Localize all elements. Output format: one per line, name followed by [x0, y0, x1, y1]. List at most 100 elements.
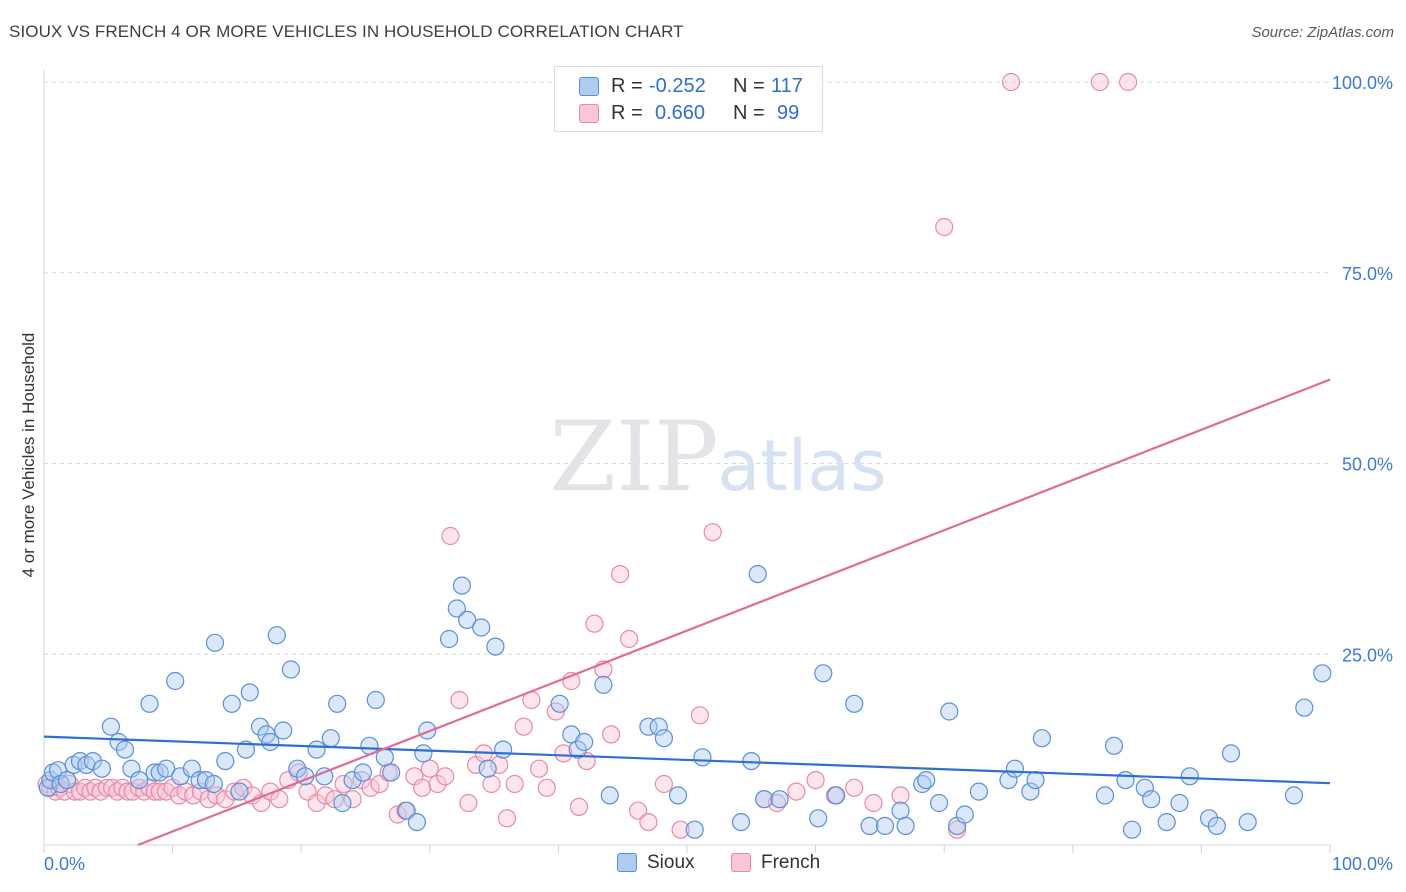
sioux-point-81: [814, 664, 833, 683]
french-point-95: [806, 770, 825, 790]
sioux-point-100: [1095, 786, 1115, 805]
sioux-point-10: [92, 759, 112, 778]
french-point-94: [787, 782, 806, 801]
y-tick-label-2: 75.0%: [1342, 264, 1393, 284]
axes: [43, 70, 1331, 853]
sioux-point-31: [240, 683, 259, 702]
french-point-30: [207, 786, 226, 805]
y-tick-label-0: 25.0%: [1342, 645, 1393, 665]
french-point-59: [459, 793, 478, 813]
french-point-85: [703, 523, 722, 542]
sioux-point-35: [267, 626, 286, 645]
legend-row-french: R = 0.660 N = 99: [579, 102, 819, 126]
sioux-trendline: [43, 735, 1331, 785]
y-axis-label: 4 or more Vehicles in Household: [19, 333, 38, 578]
sioux-point-102: [1116, 770, 1135, 790]
french-n-label: N =: [733, 102, 765, 124]
sioux-point-72: [668, 786, 688, 805]
french-point-88: [1001, 72, 1021, 92]
french-point-73: [569, 797, 589, 817]
sioux-point-99: [1032, 729, 1052, 748]
sioux-point-44: [333, 793, 352, 813]
sioux-point-15: [130, 770, 149, 790]
french-point-56: [436, 767, 455, 786]
french-point-58: [450, 690, 469, 710]
french-point-82: [654, 774, 674, 794]
sioux-point-62: [494, 740, 513, 759]
sioux-point-61: [486, 637, 505, 656]
sioux-point-37: [281, 660, 300, 679]
french-trendline: [137, 378, 1331, 847]
french-point-97: [845, 778, 864, 797]
french-swatch: [579, 104, 599, 123]
sioux-point-12: [109, 732, 128, 752]
french-point-89: [1090, 72, 1109, 92]
sioux-point-28: [222, 694, 241, 713]
sioux-point-65: [568, 740, 587, 759]
sioux-point-55: [440, 629, 459, 649]
french-point-32: [225, 782, 244, 801]
sioux-point-91: [940, 702, 959, 721]
french-r-label: R =: [611, 102, 643, 124]
x-tick-label-0: 0.0%: [44, 854, 85, 874]
sioux-point-71: [654, 729, 674, 748]
sioux-point-13: [115, 740, 135, 759]
sioux-point-57: [452, 576, 471, 595]
french-point-87: [947, 820, 967, 839]
sioux-point-106: [1157, 812, 1176, 832]
sioux-swatch: [579, 77, 599, 96]
sioux-point-53: [414, 744, 433, 763]
sioux-point-5: [57, 770, 77, 790]
sioux-point-45: [343, 770, 362, 790]
sioux-point-29: [230, 782, 249, 801]
x-tick-label-1: 100.0%: [1332, 854, 1393, 874]
sioux-point-97: [1021, 782, 1040, 801]
trendlines: [43, 378, 1331, 847]
watermark-atlas: atlas: [717, 425, 886, 507]
sioux-point-66: [574, 732, 594, 752]
sioux-point-84: [860, 816, 879, 836]
sioux-point-58: [458, 610, 477, 630]
sioux-point-34: [261, 732, 280, 752]
sioux-point-60: [478, 759, 497, 778]
french-point-66: [514, 717, 533, 736]
french-point-65: [505, 774, 524, 794]
sioux-point-36: [274, 721, 293, 740]
sioux-point-23: [190, 770, 209, 790]
sioux-point-25: [204, 774, 223, 794]
sioux-point-105: [1142, 790, 1161, 809]
french-point-75: [585, 614, 604, 633]
sioux-point-90: [929, 793, 949, 813]
sioux-point-59: [472, 618, 491, 637]
legend-row-sioux: R = -0.252 N = 117: [579, 75, 819, 99]
sioux-point-98: [1026, 770, 1045, 790]
sioux-point-109: [1199, 809, 1219, 828]
y-tick-label-3: 100.0%: [1332, 73, 1393, 93]
french-point-91: [935, 217, 954, 237]
french-point-79: [619, 629, 639, 649]
sioux-point-48: [366, 690, 385, 710]
sioux-point-108: [1180, 767, 1199, 786]
sioux-point-112: [1238, 812, 1257, 832]
french-point-80: [628, 801, 648, 820]
sioux-point-42: [321, 729, 340, 748]
sioux-point-46: [353, 763, 372, 782]
sioux-point-104: [1135, 778, 1154, 797]
sioux-point-79: [770, 790, 789, 809]
sioux-point-19: [157, 759, 176, 778]
sioux-point-83: [845, 694, 864, 713]
bottom-french-swatch: [731, 853, 751, 872]
sioux-point-78: [755, 790, 774, 809]
sioux-point-113: [1284, 786, 1304, 805]
sioux-point-87: [896, 816, 915, 836]
french-point-84: [690, 706, 710, 725]
french-point-44: [334, 774, 353, 794]
french-point-63: [490, 755, 509, 775]
french-point-57: [441, 526, 460, 546]
sioux-point-43: [328, 694, 347, 713]
y-tick-label-1: 50.0%: [1342, 455, 1393, 475]
sioux-point-52: [407, 812, 426, 832]
sioux-point-82: [827, 786, 846, 805]
sioux-point-51: [397, 801, 416, 820]
